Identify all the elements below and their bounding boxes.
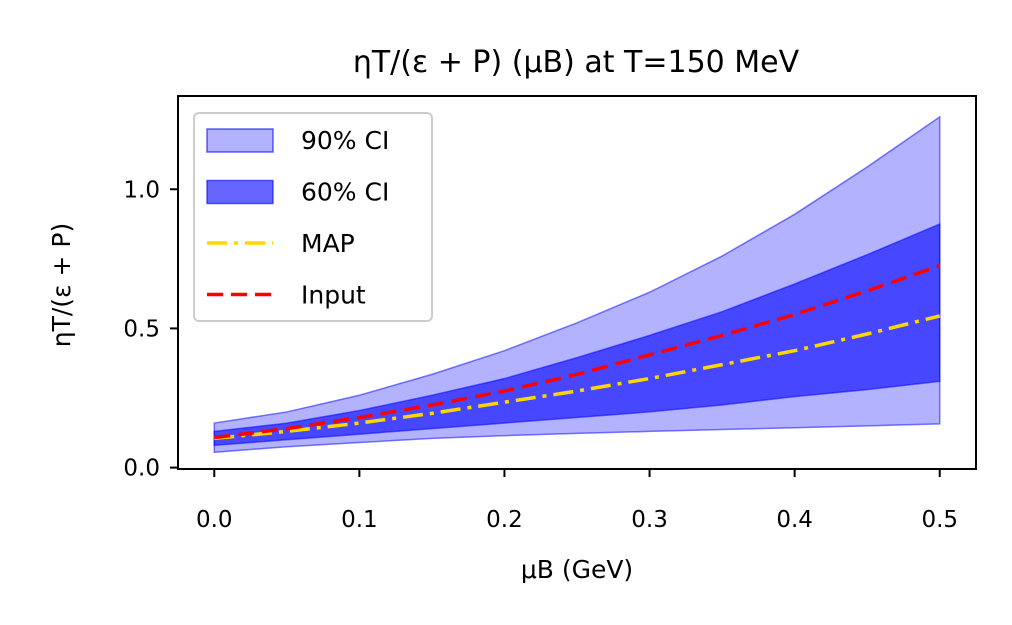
legend-label: 90% CI bbox=[301, 126, 389, 155]
x-axis-ticks: 0.0 0.1 0.2 0.3 0.4 0.5 bbox=[196, 469, 958, 533]
y-tick-label: 0.5 bbox=[123, 316, 160, 342]
legend-label: 60% CI bbox=[301, 178, 389, 207]
x-axis-label: μB (GeV) bbox=[521, 555, 633, 584]
legend-label: Input bbox=[301, 281, 366, 310]
x-tick-label: 0.5 bbox=[921, 507, 958, 533]
y-axis-ticks: 0.0 0.5 1.0 bbox=[123, 177, 178, 482]
legend-label: MAP bbox=[301, 229, 355, 258]
x-tick-label: 0.3 bbox=[631, 507, 668, 533]
legend-swatch bbox=[206, 128, 274, 153]
legend-swatch bbox=[206, 179, 274, 205]
lines-layer bbox=[214, 264, 941, 441]
y-axis-label: ηT/(ε + P) bbox=[47, 223, 76, 347]
legend-frame bbox=[193, 112, 433, 322]
chart-title: ηT/(ε + P) (μB) at T=150 MeV bbox=[353, 45, 800, 80]
axes-frame bbox=[177, 95, 977, 470]
y-tick-label: 0.0 bbox=[123, 456, 160, 482]
x-tick-label: 0.2 bbox=[486, 507, 523, 533]
bands-layer bbox=[213, 115, 941, 454]
band-ci-60 bbox=[213, 222, 941, 447]
y-tick-label: 1.0 bbox=[123, 177, 160, 203]
x-tick-label: 0.4 bbox=[776, 507, 813, 533]
plot-area bbox=[177, 95, 977, 470]
x-tick-label: 0.0 bbox=[196, 507, 233, 533]
series-line-input bbox=[214, 264, 941, 440]
series-line-map bbox=[214, 314, 941, 441]
x-tick-label: 0.1 bbox=[341, 507, 378, 533]
legend: 90% CI 60% CI MAP Input bbox=[193, 112, 433, 322]
